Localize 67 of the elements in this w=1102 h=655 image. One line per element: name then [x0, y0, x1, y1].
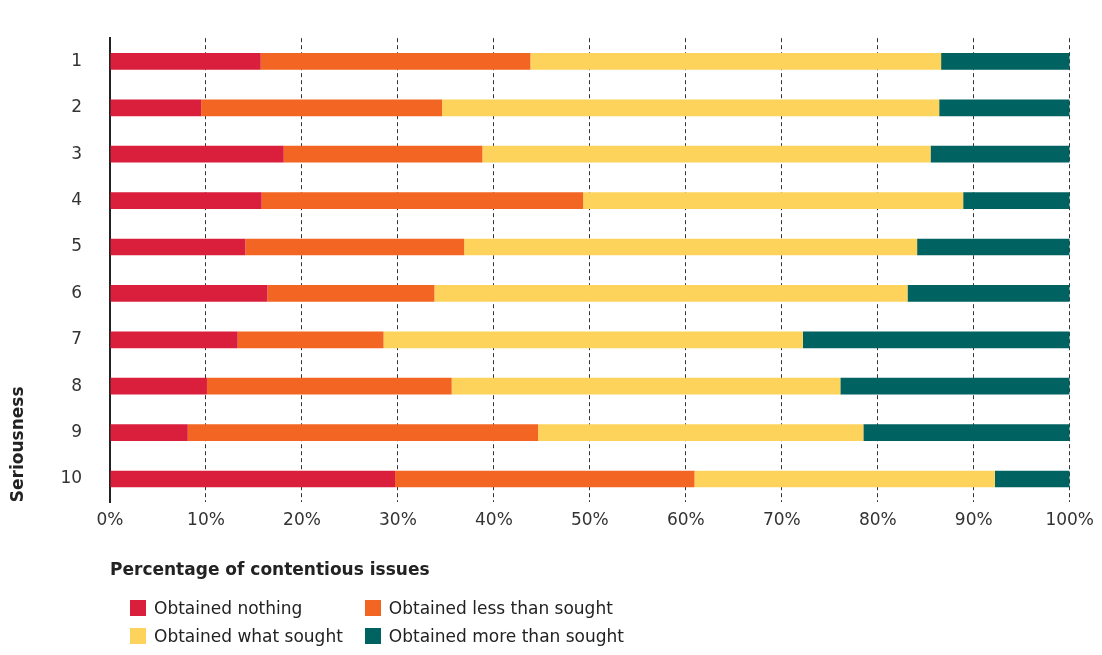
bar	[237, 331, 384, 349]
x-tick-label: 70%	[762, 508, 801, 529]
y-axis-title: Seriousness	[6, 386, 27, 503]
x-tick-label: 10%	[187, 508, 225, 529]
bar	[863, 424, 1070, 441]
bar	[245, 238, 465, 256]
y-tick-label: 1	[71, 49, 83, 70]
bar	[110, 470, 396, 488]
bar	[939, 99, 1070, 117]
bar	[917, 238, 1070, 256]
bar	[840, 377, 1070, 395]
x-tick-label: 20%	[283, 508, 321, 529]
bar	[206, 377, 452, 395]
bar	[530, 53, 942, 70]
y-tick-label: 5	[71, 235, 83, 256]
bar	[930, 145, 1070, 163]
y-tick-label: 3	[71, 142, 83, 163]
y-tick-label: 9	[71, 421, 83, 442]
bar	[694, 470, 995, 488]
bar	[963, 192, 1070, 209]
y-tick-label: 10	[60, 467, 83, 488]
bar	[383, 331, 803, 349]
x-tick-label: 100%	[1045, 508, 1094, 529]
bar	[538, 424, 864, 441]
bar	[464, 238, 918, 256]
bar	[201, 99, 443, 117]
y-tick-label: 2	[71, 96, 83, 117]
bar	[110, 285, 268, 302]
bar	[451, 377, 841, 395]
legend-label: Obtained more than sought	[388, 626, 624, 646]
bar	[110, 145, 284, 163]
bar	[267, 285, 435, 302]
bar	[260, 53, 531, 70]
bar	[110, 238, 246, 256]
legend-label: Obtained nothing	[154, 598, 303, 618]
bar	[110, 377, 207, 395]
legend-label: Obtained what sought	[154, 626, 343, 646]
bar	[261, 192, 584, 209]
x-tick-label: 0%	[96, 508, 124, 529]
bar	[907, 285, 1070, 302]
legend-label: Obtained less than sought	[388, 598, 613, 618]
x-tick-label: 60%	[666, 508, 705, 529]
bar	[583, 192, 964, 209]
bar	[283, 145, 483, 163]
bar	[434, 285, 908, 302]
bar	[482, 145, 931, 163]
x-tick-label: 80%	[858, 508, 897, 529]
x-tick-label: 90%	[954, 508, 993, 529]
x-tick-label: 50%	[570, 508, 609, 529]
y-tick-label: 7	[71, 328, 83, 349]
bar	[110, 53, 261, 70]
bar	[802, 331, 1070, 349]
bar	[110, 99, 202, 117]
bar	[994, 470, 1070, 488]
bar	[442, 99, 940, 117]
bar	[110, 192, 262, 209]
y-tick-label: 8	[71, 374, 83, 395]
y-tick-label: 6	[71, 281, 83, 302]
bar	[110, 424, 188, 441]
bar	[941, 53, 1070, 70]
x-axis-title: Percentage of contentious issues	[110, 559, 430, 580]
x-tick-label: 40%	[475, 508, 513, 529]
bar	[395, 470, 695, 488]
y-tick-label: 4	[71, 189, 83, 210]
bar	[110, 331, 238, 349]
x-tick-label: 30%	[379, 508, 417, 529]
bar	[187, 424, 539, 441]
